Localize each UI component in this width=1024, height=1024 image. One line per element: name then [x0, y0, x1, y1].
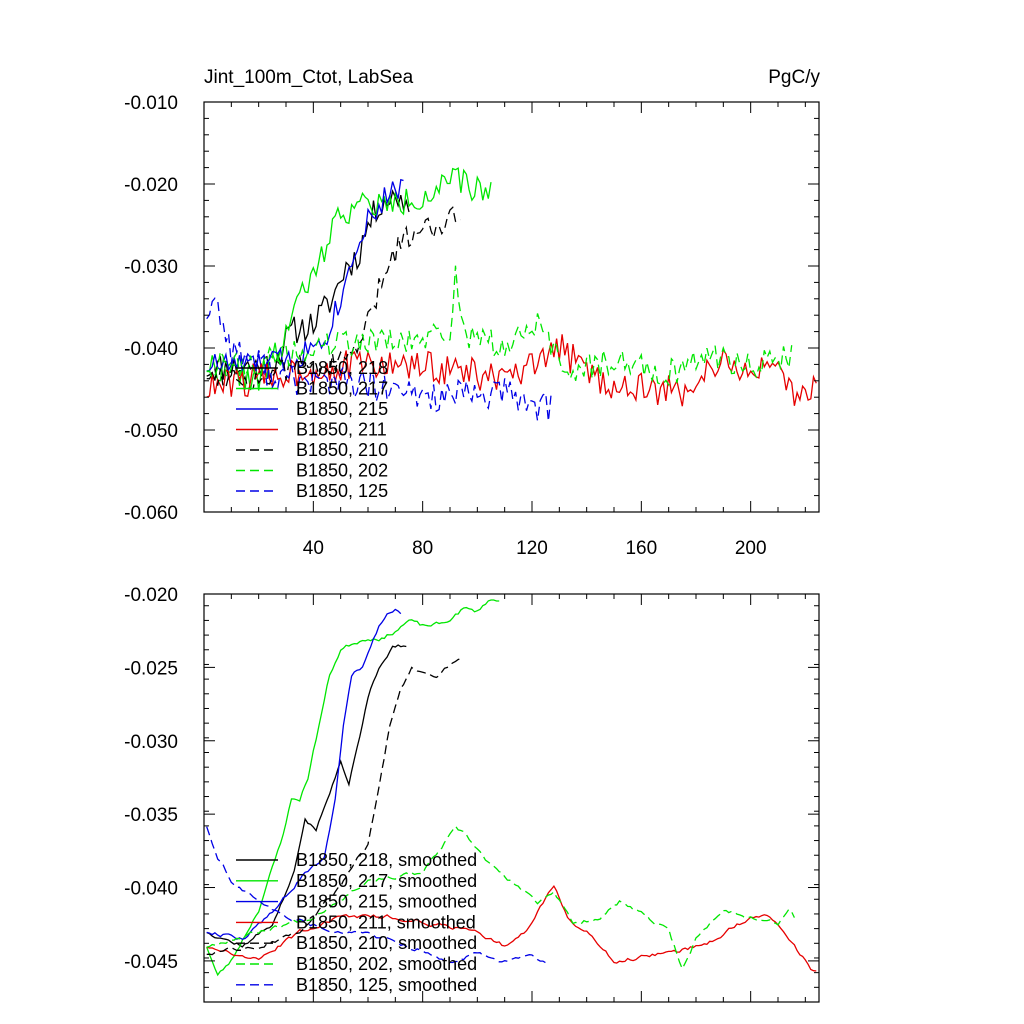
top-plot-frame	[203, 101, 820, 513]
x-tick-label: 160	[625, 538, 657, 559]
bottom-plot-frame	[203, 593, 820, 1003]
y-tick-label: -0.010	[124, 93, 178, 114]
legend-label: B1850, 217	[296, 379, 388, 399]
top-chart-title: Jint_100m_Ctot, LabSea	[204, 67, 414, 88]
legend-label: B1850, 210	[296, 440, 388, 460]
legend-label: B1850, 218, smoothed	[296, 850, 477, 870]
x-tick-label: 120	[516, 538, 548, 559]
series-line-bottom-7	[206, 826, 547, 964]
series-line-bottom-6	[206, 825, 795, 971]
bottom-panel: -0.020 -0.025 -0.030 -0.035 -0.040 -0.045 B18…	[124, 585, 820, 1003]
y-tick-label: -0.030	[124, 732, 178, 753]
legend-label: B1850, 125, smoothed	[296, 975, 477, 995]
y-tick-label: -0.045	[124, 952, 178, 973]
y-tick-label: -0.020	[124, 585, 178, 606]
top-axis-ticks: -0.010 -0.020 -0.030 -0.040 -0.050 -0.060 40 80…	[124, 93, 819, 559]
legend-label: B1850, 211, smoothed	[296, 912, 476, 932]
y-tick-label: -0.035	[124, 805, 178, 826]
legend-label: B1850, 210, smoothed	[296, 933, 477, 953]
top-chart-units: PgC/y	[768, 67, 820, 88]
top-panel: Jint_100m_Ctot, LabSea PgC/y -0.010 -0.02…	[124, 67, 820, 559]
series-line-bottom-2	[206, 599, 500, 977]
legend-label: B1850, 215	[296, 399, 388, 419]
bottom-series-group	[206, 599, 817, 977]
legend-label: B1850, 215, smoothed	[296, 892, 477, 912]
y-tick-label: -0.050	[124, 421, 178, 442]
legend-label: B1850, 202	[296, 461, 388, 481]
y-tick-label: -0.025	[124, 658, 178, 679]
series-line-bottom-5	[206, 657, 462, 956]
legend-label: B1850, 218	[296, 358, 388, 378]
legend-label: B1850, 202, smoothed	[296, 954, 477, 974]
y-tick-label: -0.020	[124, 175, 178, 196]
x-tick-label: 200	[735, 538, 767, 559]
series-line-top-4	[206, 334, 817, 407]
x-tick-label: 80	[412, 538, 433, 559]
legend-label: B1850, 211	[296, 420, 387, 440]
x-tick-label: 40	[303, 538, 324, 559]
series-line-bottom-3	[206, 608, 402, 940]
series-line-bottom-4	[206, 884, 817, 972]
bottom-axis-ticks: -0.020 -0.025 -0.030 -0.035 -0.040 -0.045	[124, 585, 819, 1003]
legend-label: B1850, 217, smoothed	[296, 871, 477, 891]
series-line-top-6	[206, 265, 793, 387]
y-tick-label: -0.030	[124, 257, 178, 278]
y-tick-label: -0.040	[124, 339, 178, 360]
y-tick-label: -0.060	[124, 503, 178, 524]
y-tick-label: -0.040	[124, 879, 178, 900]
legend-label: B1850, 125	[296, 481, 388, 501]
series-line-top-7	[206, 297, 552, 422]
series-line-top-3	[206, 178, 404, 376]
